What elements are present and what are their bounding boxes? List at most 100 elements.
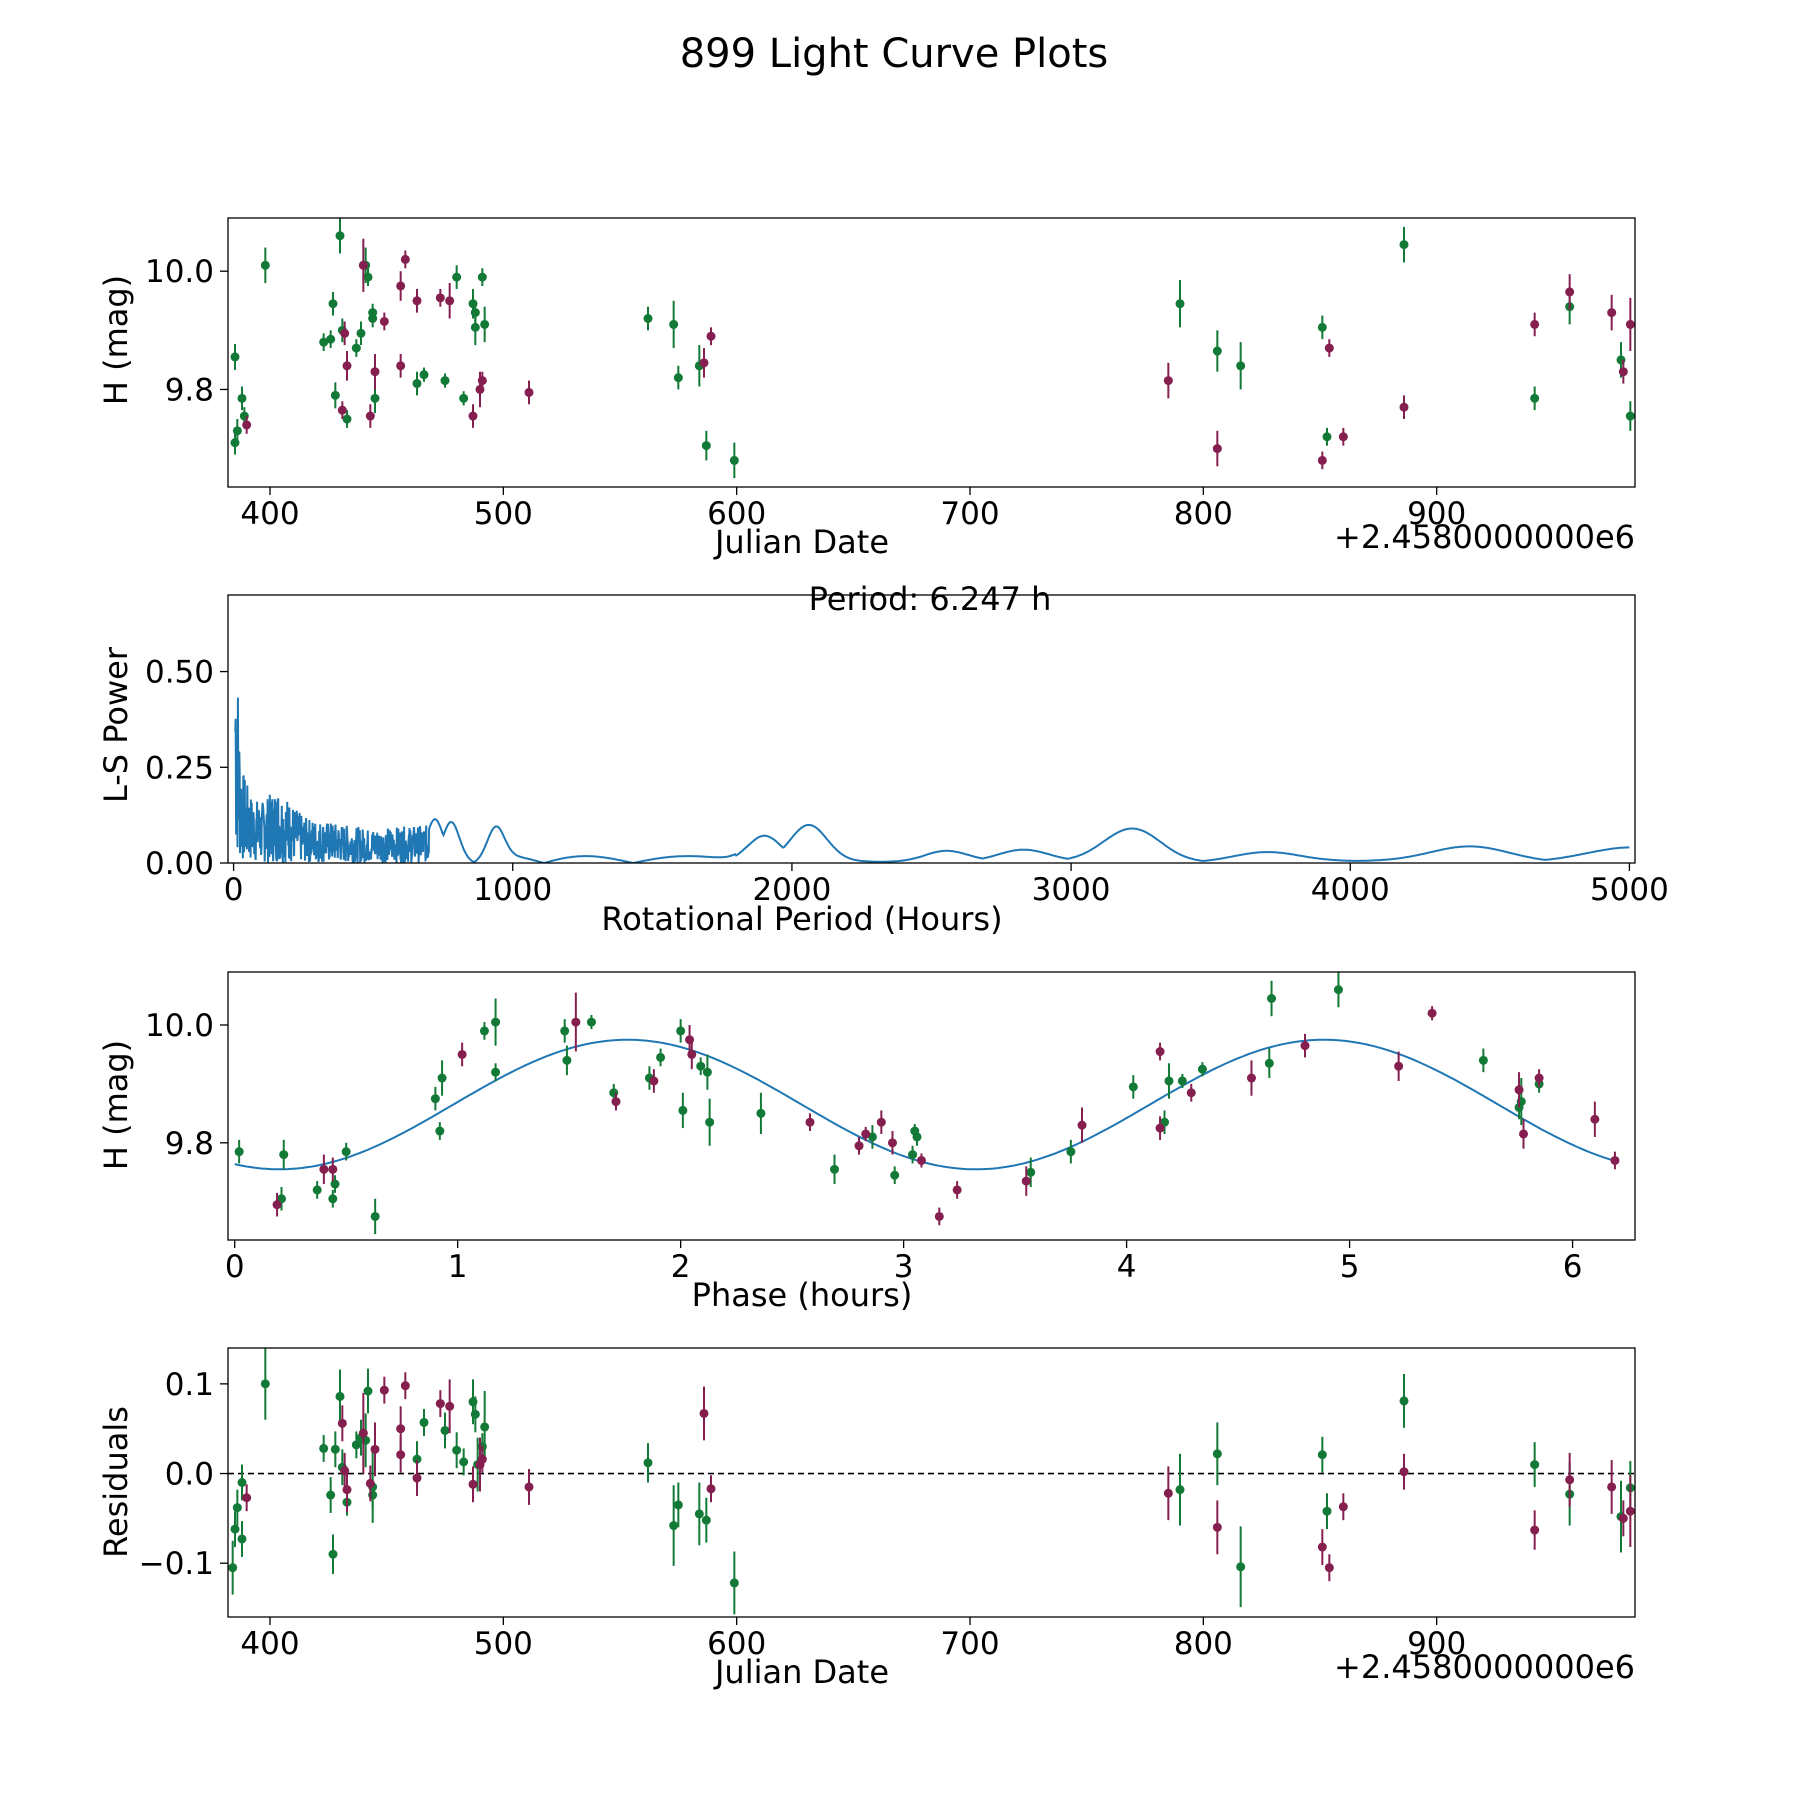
data-point-green [701,441,711,451]
data-point-maroon [477,376,487,386]
data-point-maroon [358,1428,368,1438]
data-point-maroon [706,331,716,341]
data-point-green [452,1445,462,1455]
data-point-green [908,1150,918,1160]
x-tick-label: 6 [1563,1249,1583,1285]
data-point-maroon [805,1117,815,1127]
data-point-green [1333,985,1343,995]
residuals-panel: Julian Date +2.4580000000e6 Residuals 40… [97,1347,1636,1691]
data-point-green [1317,1450,1327,1460]
data-point-maroon [1565,1475,1575,1485]
data-point-maroon [1399,1467,1409,1477]
y-tick-label: 0.1 [165,1367,214,1403]
x-tick-label: 2000 [752,872,831,908]
data-point-green [470,322,480,332]
data-point-green [1164,1076,1174,1086]
data-point-green [319,337,329,347]
data-point-green [830,1164,840,1174]
data-point-green [341,1147,351,1157]
data-point-maroon [876,1117,886,1127]
data-point-maroon [1625,1506,1635,1516]
data-point-green [1399,240,1409,250]
data-point-maroon [337,405,347,415]
data-point-maroon [412,296,422,306]
data-point-green [1236,361,1246,371]
x-axis-offset-label: +2.4580000000e6 [1334,1648,1635,1686]
y-axis-label: L-S Power [97,646,135,803]
data-point-green [705,1117,715,1127]
y-tick-label: 10.0 [145,1008,214,1044]
fit-curve [234,1038,1618,1171]
data-point-maroon [396,361,406,371]
data-point-maroon [861,1129,871,1139]
data-point-green [1530,393,1540,403]
data-point-maroon [342,361,352,371]
data-point-maroon [358,260,368,270]
data-point-maroon [952,1185,962,1195]
data-point-green [1625,411,1635,421]
data-point-maroon [699,1408,709,1418]
data-point-green [1026,1167,1036,1177]
x-tick-label: 1000 [473,872,552,908]
data-point-maroon [370,367,380,377]
periodogram-line [234,697,1630,863]
periodogram-panel: Period: 6.247 h Rotational Period (Hours… [97,580,1669,938]
data-point-maroon [1618,367,1628,377]
data-point-maroon [1163,376,1173,386]
period-annotation: Period: 6.247 h [809,580,1052,618]
data-point-maroon [706,1484,716,1494]
x-tick-label: 1 [448,1249,468,1285]
data-point-green [1322,1506,1332,1516]
x-axis-label: Julian Date [713,1653,889,1691]
data-point-maroon [435,1399,445,1409]
data-point-green [1478,1055,1488,1065]
data-point-green [1322,432,1332,442]
x-tick-label: 800 [1174,496,1233,532]
data-point-maroon [319,1164,329,1174]
x-axis-label: Rotational Period (Hours) [601,900,1002,938]
x-tick-label: 900 [1407,496,1466,532]
data-point-green [459,1457,469,1467]
y-axis-label: Residuals [97,1406,135,1558]
data-point-maroon [370,1444,380,1454]
plot-frame [227,971,1636,1241]
plot-frame [227,217,1636,488]
data-point-green [669,319,679,329]
data-point-green [1177,1076,1187,1086]
data-point-green [228,1563,238,1573]
data-point-maroon [1246,1073,1256,1083]
data-point-maroon [1625,319,1635,329]
data-point-maroon [611,1097,621,1107]
data-point-green [673,1500,683,1510]
data-point-green [330,1444,340,1454]
data-point-green [260,260,270,270]
data-point-green [260,1379,270,1389]
plot-area [228,1348,1635,1615]
data-point-green [470,1409,480,1419]
data-point-green [279,1150,289,1160]
data-point-maroon [457,1049,467,1059]
data-point-maroon [1324,343,1334,353]
data-point-green [363,272,373,282]
x-tick-label: 0 [224,872,244,908]
data-point-green [479,1026,489,1036]
data-point-maroon [1427,1008,1437,1018]
data-point-green [234,1147,244,1157]
data-point-green [729,1578,739,1588]
data-point-maroon [1610,1155,1620,1165]
data-point-maroon [1155,1047,1165,1057]
data-point-green [678,1105,688,1115]
x-tick-label: 4 [1117,1249,1137,1285]
data-point-green [330,390,340,400]
y-tick-label: 9.8 [165,372,214,408]
data-point-green [335,1391,345,1401]
x-tick-label: 3 [894,1249,914,1285]
data-point-maroon [400,1381,410,1391]
data-point-maroon [365,1478,375,1488]
data-point-green [419,1417,429,1427]
data-point-green [1267,994,1277,1004]
data-point-green [335,231,345,241]
data-point-maroon [1607,1482,1617,1492]
data-point-green [729,455,739,465]
